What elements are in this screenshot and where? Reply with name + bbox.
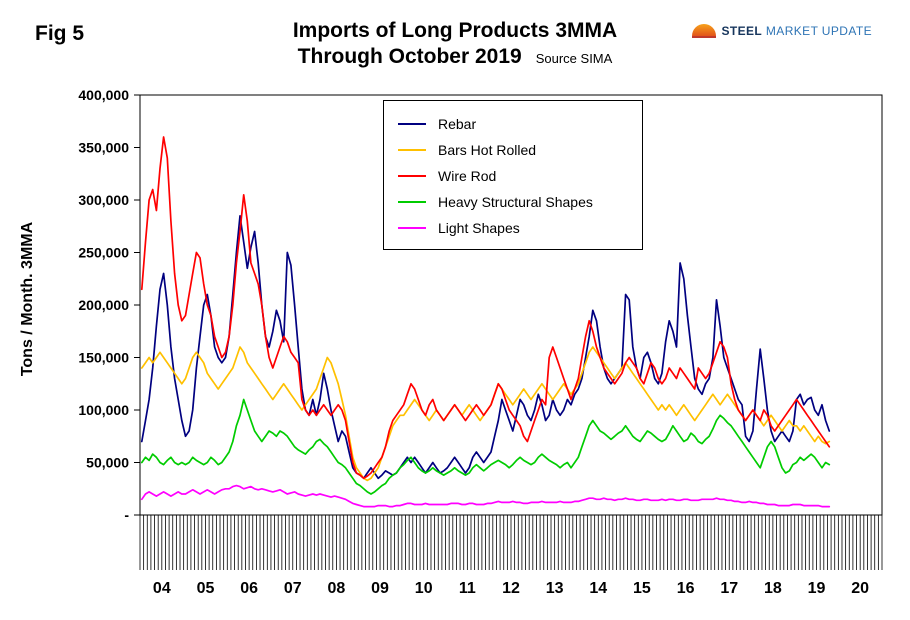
x-year-label: 15 (633, 580, 651, 597)
legend-item: Rebar (384, 111, 642, 137)
series-line-light-shapes (140, 484, 831, 508)
legend-label: Light Shapes (438, 220, 520, 236)
legend-item: Heavy Structural Shapes (384, 189, 642, 215)
legend-item: Light Shapes (384, 215, 642, 241)
x-year-label: 18 (764, 580, 782, 597)
y-tick-label: 150,000 (78, 350, 129, 366)
y-tick-label: 250,000 (78, 245, 129, 261)
legend-label: Rebar (438, 116, 477, 132)
x-year-label: 06 (240, 580, 258, 597)
series-line-heavy-structural-shapes (140, 398, 831, 495)
x-year-label: 08 (328, 580, 346, 597)
x-year-label: 07 (284, 580, 302, 597)
steel-market-update-logo: STEEL MARKET UPDATE (692, 24, 872, 38)
y-tick-label: 200,000 (78, 297, 129, 313)
legend-swatch-icon (398, 123, 426, 125)
y-tick-label: 400,000 (78, 87, 129, 103)
logo-arc-icon (692, 24, 717, 38)
y-tick-label: 350,000 (78, 140, 129, 156)
x-year-label: 14 (589, 580, 607, 597)
legend-label: Wire Rod (438, 168, 497, 184)
legend-swatch-icon (398, 175, 426, 177)
x-year-label: 10 (415, 580, 433, 597)
y-tick-label: 50,000 (86, 455, 129, 471)
legend-item: Bars Hot Rolled (384, 137, 642, 163)
x-year-label: 13 (546, 580, 564, 597)
x-year-label: 09 (371, 580, 389, 597)
logo-text-rest: MARKET UPDATE (765, 24, 872, 38)
logo-text: STEEL MARKET UPDATE (721, 24, 872, 38)
figure-label: Fig 5 (35, 22, 85, 45)
x-year-label: 16 (677, 580, 695, 597)
legend-label: Heavy Structural Shapes (438, 194, 593, 210)
x-year-label: 04 (153, 580, 171, 597)
x-year-label: 19 (808, 580, 826, 597)
y-tick-label: 300,000 (78, 192, 129, 208)
legend-item: Wire Rod (384, 163, 642, 189)
x-year-label: 11 (459, 580, 476, 597)
legend: Rebar Bars Hot Rolled Wire Rod Heavy Struct… (383, 100, 643, 250)
x-year-label: 05 (197, 580, 215, 597)
legend-label: Bars Hot Rolled (438, 142, 537, 158)
x-year-label: 17 (720, 580, 738, 597)
legend-swatch-icon (398, 201, 426, 203)
series-line-rebar (140, 214, 831, 480)
x-year-label: 20 (851, 580, 869, 597)
y-tick-label: 100,000 (78, 402, 129, 418)
legend-swatch-icon (398, 149, 426, 151)
x-year-label: 12 (502, 580, 520, 597)
series-line-wire-rod (140, 136, 831, 480)
logo-text-steel: STEEL (721, 24, 763, 38)
legend-swatch-icon (398, 227, 426, 229)
y-tick-label: - (124, 507, 129, 523)
